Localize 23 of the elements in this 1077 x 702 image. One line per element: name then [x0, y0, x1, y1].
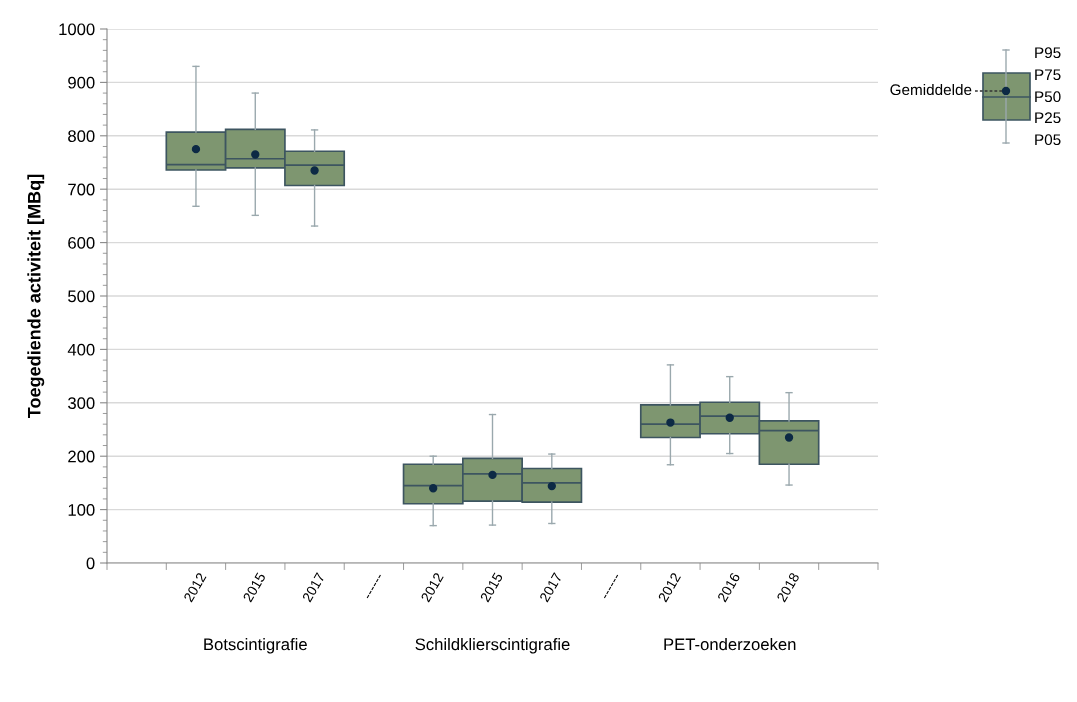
y-tick-label: 600	[68, 237, 95, 249]
y-tick-label: 100	[68, 504, 95, 516]
text: P05	[1035, 134, 1061, 146]
text: P95	[1035, 47, 1061, 59]
y-tick-label: 800	[68, 130, 95, 142]
x-tick-label: ------	[366, 574, 381, 599]
y-tick-label: 400	[67, 343, 95, 356]
text: P50	[1035, 91, 1061, 103]
y-tick-label: 200	[68, 450, 95, 463]
text: Botscintigrafie	[204, 638, 307, 654]
y-tick-label: 900	[68, 76, 95, 89]
y-tick-label: 0	[86, 557, 95, 570]
text: Schildklierscintigrafie	[415, 638, 570, 654]
x-tick-label: ------	[603, 574, 619, 599]
text: Gemiddelde	[890, 83, 972, 96]
y-tick-label: 500	[68, 290, 95, 303]
text: P75	[1035, 69, 1061, 81]
y-axis-title: Toegediende activiteit [MBq]	[27, 174, 45, 419]
text: P25	[1035, 112, 1061, 124]
y-tick-label: 700	[68, 183, 95, 196]
text: PET-onderzoeken	[664, 638, 796, 651]
y-tick-label: 300	[68, 397, 95, 409]
y-tick-label: 1000	[59, 23, 95, 36]
